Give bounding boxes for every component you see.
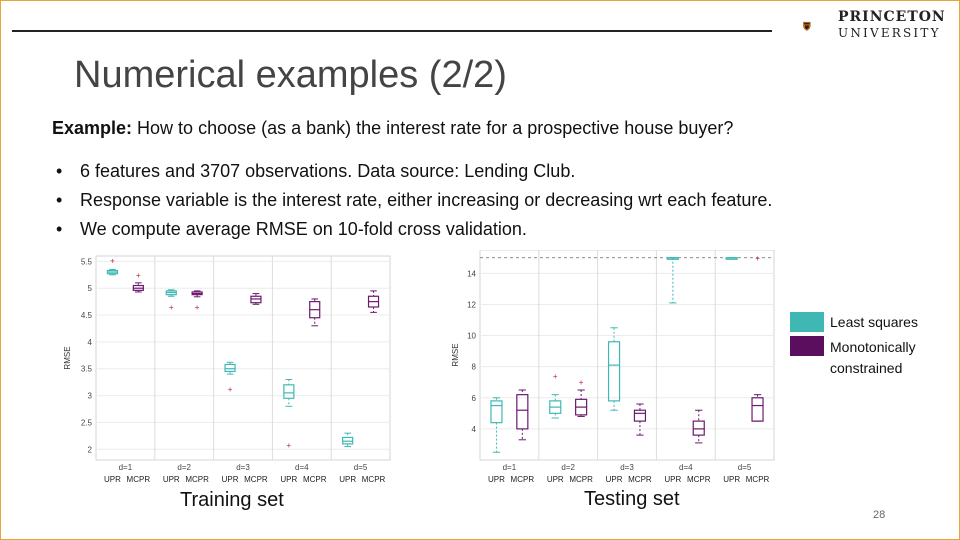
outlier-point: + bbox=[169, 303, 174, 312]
y-axis-label: RMSE bbox=[63, 346, 72, 369]
y-tick-label: 8 bbox=[472, 363, 477, 372]
group-label: d=2 bbox=[561, 463, 575, 472]
group-label: d=3 bbox=[236, 463, 250, 472]
method-label: UPR bbox=[339, 475, 356, 484]
bullet-item: • Response variable is the interest rate,… bbox=[56, 186, 772, 215]
outlier-point: + bbox=[553, 372, 558, 381]
y-tick-label: 14 bbox=[467, 269, 476, 278]
method-label: MCPR bbox=[746, 475, 770, 484]
method-label: UPR bbox=[280, 475, 297, 484]
y-tick-label: 5 bbox=[88, 284, 93, 293]
plot-area bbox=[95, 255, 391, 461]
method-label: MCPR bbox=[303, 475, 327, 484]
method-label: UPR bbox=[723, 475, 740, 484]
training-caption: Training set bbox=[180, 489, 284, 511]
legend-label-least-squares: Least squares bbox=[830, 314, 918, 330]
group-label: d=1 bbox=[503, 463, 517, 472]
method-label: UPR bbox=[547, 475, 564, 484]
y-tick-label: 2.5 bbox=[81, 418, 93, 427]
box-upr bbox=[607, 341, 621, 402]
group-label: d=5 bbox=[738, 463, 752, 472]
group-label: d=4 bbox=[295, 463, 309, 472]
testing-boxplot-chart: 4 6 8 10 12 14 RMSE d=1 UPR MCPR d=2 UPR MCPR d=3 UPR M… bbox=[451, 250, 775, 484]
method-label: MCPR bbox=[628, 475, 652, 484]
y-tick-label: 2 bbox=[88, 445, 93, 454]
y-tick-label: 3.5 bbox=[81, 365, 93, 374]
method-label: MCPR bbox=[185, 475, 209, 484]
legend-label-monotonic: Monotonically constrained bbox=[830, 339, 916, 376]
slide-title: Numerical examples (2/2) bbox=[74, 54, 507, 96]
outlier-point: + bbox=[228, 385, 233, 394]
box-mcpr bbox=[516, 394, 529, 430]
method-label: UPR bbox=[606, 475, 623, 484]
logo-line1: PRINCETON bbox=[838, 9, 946, 25]
outlier-point: + bbox=[110, 256, 115, 265]
method-label: MCPR bbox=[511, 475, 535, 484]
box-mcpr bbox=[751, 397, 764, 422]
bullet-item: • 6 features and 3707 observations. Data … bbox=[56, 157, 772, 186]
box-mcpr bbox=[633, 409, 647, 422]
method-label: MCPR bbox=[127, 475, 151, 484]
outlier-point: + bbox=[287, 441, 292, 450]
example-text: Example: How to choose (as a bank) the i… bbox=[52, 118, 733, 139]
group-label: d=4 bbox=[679, 463, 693, 472]
outlier-point: + bbox=[195, 303, 200, 312]
y-tick-label: 6 bbox=[472, 394, 477, 403]
y-tick-label: 12 bbox=[467, 300, 476, 309]
box-mcpr bbox=[692, 420, 705, 436]
plot-area bbox=[479, 250, 775, 461]
method-label: MCPR bbox=[362, 475, 386, 484]
method-label: UPR bbox=[664, 475, 681, 484]
bullet-text: 6 features and 3707 observations. Data s… bbox=[80, 161, 576, 181]
example-label: Example: bbox=[52, 118, 133, 138]
box-upr bbox=[224, 363, 236, 373]
y-tick-label: 3 bbox=[88, 392, 93, 401]
example-body: How to choose (as a bank) the interest r… bbox=[132, 118, 734, 138]
bullet-text: Response variable is the interest rate, … bbox=[80, 190, 773, 210]
legend-swatch-monotonic bbox=[790, 336, 824, 356]
method-label: MCPR bbox=[244, 475, 268, 484]
outlier-point: + bbox=[136, 271, 141, 280]
outlier-point: + bbox=[755, 254, 760, 263]
method-label: MCPR bbox=[687, 475, 711, 484]
method-label: UPR bbox=[104, 475, 121, 484]
group-label: d=2 bbox=[177, 463, 191, 472]
method-label: UPR bbox=[488, 475, 505, 484]
y-tick-label: 4.5 bbox=[81, 311, 93, 320]
page-number: 28 bbox=[873, 509, 886, 521]
y-tick-label: 4 bbox=[472, 425, 477, 434]
y-tick-label: 10 bbox=[467, 332, 476, 341]
method-label: MCPR bbox=[569, 475, 593, 484]
y-tick-label: 5.5 bbox=[81, 257, 93, 266]
bullet-text: We compute average RMSE on 10-fold cross… bbox=[80, 219, 527, 239]
method-label: UPR bbox=[222, 475, 239, 484]
testing-caption: Testing set bbox=[584, 488, 680, 510]
princeton-shield-logo bbox=[803, 21, 811, 31]
logo-line2: UNIVERSITY bbox=[838, 26, 941, 40]
outlier-point: + bbox=[579, 378, 584, 387]
bullet-list: • 6 features and 3707 observations. Data … bbox=[56, 157, 772, 244]
group-label: d=5 bbox=[354, 463, 368, 472]
bullet-dot: • bbox=[56, 190, 63, 210]
group-label: d=3 bbox=[620, 463, 634, 472]
box-upr bbox=[490, 400, 503, 424]
y-axis-label: RMSE bbox=[451, 343, 460, 366]
legend-swatch-least-squares bbox=[790, 312, 824, 332]
bullet-dot: • bbox=[56, 161, 63, 181]
bullet-dot: • bbox=[56, 219, 63, 239]
group-label: d=1 bbox=[119, 463, 133, 472]
bullet-item: • We compute average RMSE on 10-fold cros… bbox=[56, 215, 772, 244]
y-tick-label: 4 bbox=[88, 338, 93, 347]
box-upr bbox=[283, 384, 295, 399]
method-label: UPR bbox=[163, 475, 180, 484]
training-boxplot-chart: 2 2.5 3 3.5 4 4.5 5 5.5 RMSE d=1 UPR MCPR d=2 UPR MCPR… bbox=[63, 255, 391, 484]
top-rule bbox=[12, 30, 772, 32]
